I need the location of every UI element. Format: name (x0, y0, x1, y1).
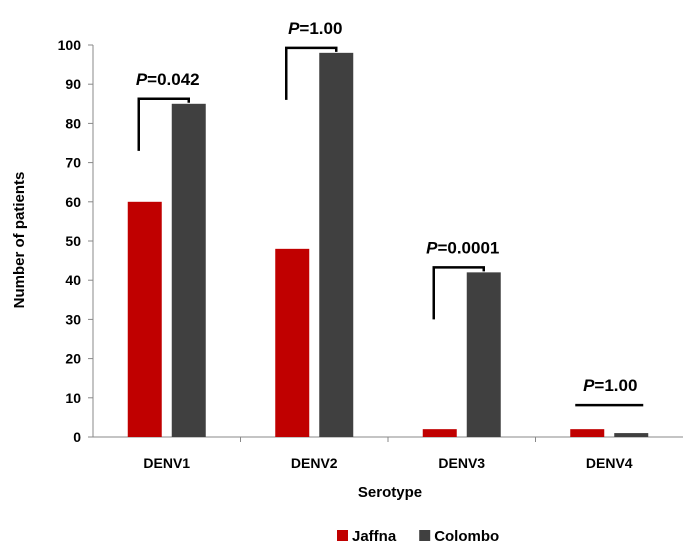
x-tick-label: DENV3 (438, 455, 485, 471)
y-tick-label: 20 (65, 351, 81, 367)
p-value-label: P=1.00 (288, 19, 342, 38)
x-tick-label: DENV2 (291, 455, 338, 471)
p-symbol: P (583, 376, 595, 395)
y-tick-label: 90 (65, 76, 81, 92)
p-value-bracket (432, 266, 485, 320)
p-value-label: P=1.00 (583, 376, 637, 395)
x-axis-ticks: DENV1 DENV2 DENV3 DENV4 (143, 455, 632, 471)
y-tick-label: 10 (65, 390, 81, 406)
x-tick-label: DENV1 (143, 455, 190, 471)
p-value-label: P=0.042 (136, 70, 200, 89)
p-value-label: P=0.0001 (426, 238, 499, 257)
y-tick-label: 100 (58, 37, 82, 53)
bar-jaffna-denv1 (127, 201, 162, 437)
legend-swatch-colombo (419, 530, 431, 541)
p-value-bracket (137, 97, 190, 151)
y-tick-label: 60 (65, 194, 81, 210)
legend-label-colombo: Colombo (434, 528, 499, 544)
bar-colombo-denv3 (466, 272, 501, 437)
y-tick-label: 0 (73, 429, 81, 445)
legend: Jaffna Colombo (337, 528, 499, 544)
y-axis-ticks: 0 10 20 30 40 50 60 70 80 90 100 (58, 37, 93, 445)
bar-jaffna-denv2 (275, 248, 310, 437)
legend-label-jaffna: Jaffna (352, 528, 397, 544)
p-value-bracket (285, 46, 338, 100)
y-tick-label: 70 (65, 155, 81, 171)
p-value: =0.042 (147, 70, 199, 89)
bars (127, 52, 649, 438)
y-tick-label: 80 (65, 115, 81, 131)
bar-colombo-denv1 (171, 103, 206, 438)
bar-jaffna-denv3 (422, 429, 457, 437)
bar-jaffna-denv4 (570, 429, 605, 437)
y-tick-label: 40 (65, 272, 81, 288)
x-tick-label: DENV4 (586, 455, 633, 471)
p-symbol: P (288, 19, 300, 38)
y-tick-label: 30 (65, 311, 81, 327)
bar-colombo-denv4 (614, 433, 649, 437)
y-tick-label: 50 (65, 233, 81, 249)
bar-colombo-denv2 (319, 52, 354, 438)
legend-swatch-jaffna (337, 530, 348, 541)
y-axis-title: Number of patients (11, 172, 28, 309)
x-axis-title: Serotype (358, 484, 422, 501)
p-value: =1.00 (299, 19, 342, 38)
p-symbol: P (136, 70, 148, 89)
p-symbol: P (426, 238, 438, 257)
p-value: =0.0001 (437, 238, 499, 257)
p-value: =1.00 (594, 376, 637, 395)
